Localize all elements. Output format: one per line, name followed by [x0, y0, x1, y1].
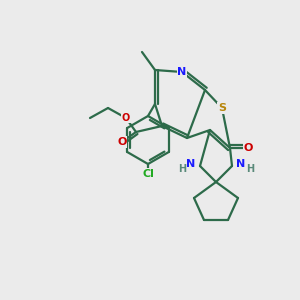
Text: S: S — [218, 103, 226, 113]
Text: N: N — [186, 159, 196, 169]
Text: Cl: Cl — [142, 169, 154, 179]
Text: H: H — [246, 164, 254, 174]
Text: O: O — [122, 113, 130, 123]
Text: N: N — [177, 67, 187, 77]
Text: N: N — [236, 159, 246, 169]
Text: O: O — [243, 143, 253, 153]
Text: H: H — [178, 164, 186, 174]
Text: O: O — [117, 137, 127, 147]
